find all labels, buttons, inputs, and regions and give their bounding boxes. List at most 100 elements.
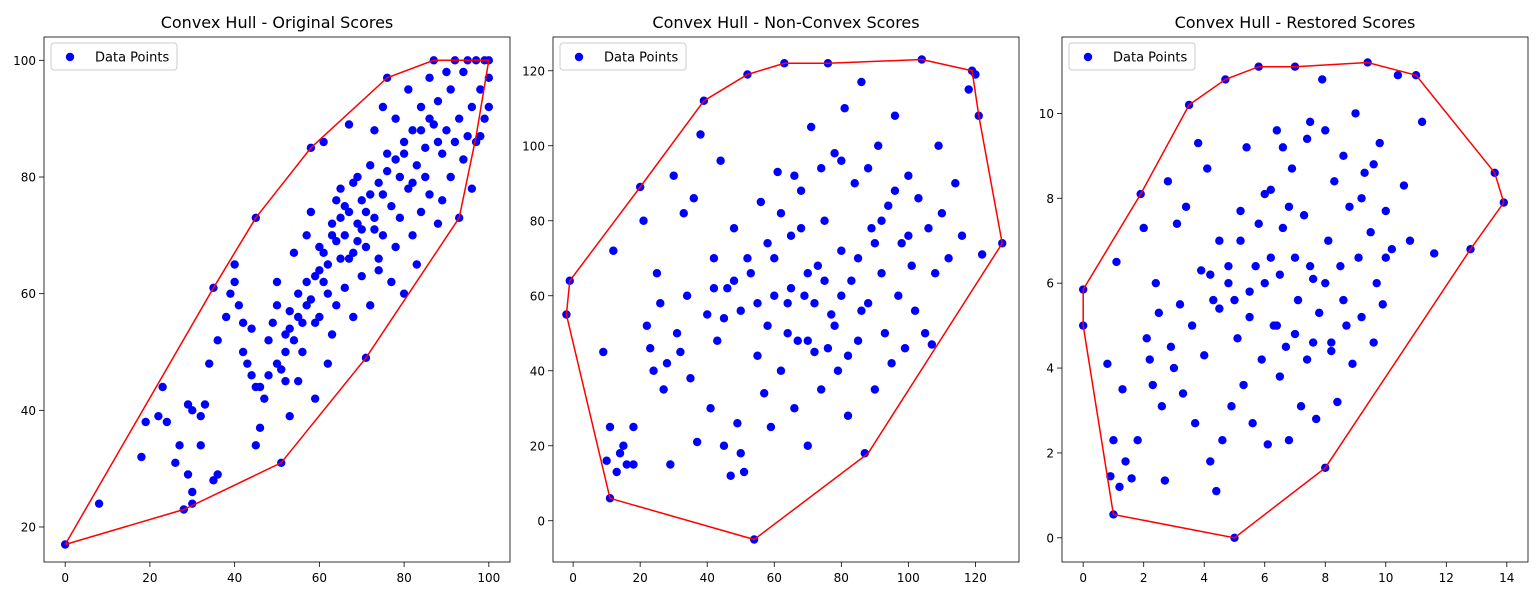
data-point bbox=[281, 376, 290, 386]
data-point bbox=[733, 419, 742, 428]
data-point bbox=[1305, 117, 1315, 127]
data-point bbox=[1193, 138, 1203, 148]
data-point bbox=[1209, 295, 1218, 305]
data-point bbox=[412, 161, 421, 170]
data-point bbox=[323, 359, 333, 368]
data-point bbox=[877, 216, 886, 225]
data-point bbox=[1321, 126, 1330, 135]
data-point bbox=[340, 201, 349, 211]
data-point bbox=[366, 301, 375, 310]
data-point bbox=[914, 194, 923, 203]
y-tick-label: 80 bbox=[21, 171, 36, 185]
data-point bbox=[776, 366, 786, 375]
x-tick-label: 0 bbox=[1079, 571, 1087, 585]
data-point bbox=[615, 449, 625, 458]
data-point bbox=[323, 260, 333, 269]
x-tick-label: 10 bbox=[1378, 571, 1393, 585]
data-point bbox=[890, 111, 900, 120]
data-point bbox=[1299, 211, 1309, 220]
data-point bbox=[361, 207, 371, 217]
data-point bbox=[387, 201, 396, 211]
data-point bbox=[433, 219, 443, 228]
data-point bbox=[272, 301, 282, 310]
data-point bbox=[1172, 219, 1182, 228]
data-point bbox=[408, 126, 417, 135]
x-tick-label: 120 bbox=[964, 571, 987, 585]
data-point bbox=[783, 299, 792, 308]
data-point bbox=[306, 207, 316, 217]
data-point bbox=[803, 441, 812, 450]
data-point bbox=[709, 284, 719, 293]
data-point bbox=[378, 102, 388, 112]
data-point bbox=[196, 441, 205, 450]
data-point bbox=[442, 126, 451, 135]
data-point bbox=[1178, 389, 1188, 398]
data-point bbox=[622, 460, 631, 469]
data-point bbox=[484, 102, 494, 112]
data-point bbox=[890, 186, 900, 195]
legend: Data Points bbox=[559, 42, 687, 71]
data-point bbox=[327, 219, 337, 228]
y-tick-label: 100 bbox=[522, 139, 545, 153]
data-point bbox=[877, 269, 886, 278]
data-point bbox=[1190, 419, 1200, 428]
plot-area bbox=[562, 55, 1007, 544]
data-point bbox=[175, 441, 184, 450]
data-point bbox=[200, 400, 210, 409]
data-point bbox=[332, 196, 341, 205]
x-tick-label: 8 bbox=[1321, 571, 1329, 585]
data-point bbox=[689, 194, 699, 203]
data-point bbox=[332, 301, 341, 310]
data-point bbox=[729, 224, 739, 233]
data-point bbox=[843, 351, 853, 360]
data-point bbox=[344, 207, 354, 217]
data-point bbox=[1369, 160, 1378, 169]
x-tick-label: 80 bbox=[396, 571, 411, 585]
legend-marker bbox=[1083, 52, 1093, 62]
data-point bbox=[1206, 457, 1215, 466]
data-point bbox=[810, 347, 819, 357]
data-point bbox=[790, 171, 799, 180]
data-point bbox=[605, 422, 615, 432]
data-point bbox=[188, 487, 197, 497]
data-point bbox=[756, 197, 766, 207]
data-point bbox=[897, 239, 906, 248]
data-point bbox=[272, 277, 282, 287]
data-point bbox=[1330, 177, 1339, 186]
data-point bbox=[666, 460, 675, 469]
data-point bbox=[277, 365, 286, 374]
data-point bbox=[887, 359, 896, 368]
data-point bbox=[1290, 329, 1300, 339]
data-point bbox=[827, 310, 836, 319]
data-point bbox=[920, 329, 930, 338]
data-point bbox=[763, 321, 772, 330]
data-point bbox=[810, 299, 819, 308]
data-point bbox=[221, 312, 231, 322]
data-point bbox=[676, 347, 685, 357]
data-point bbox=[746, 269, 755, 278]
data-point bbox=[1308, 274, 1318, 284]
data-point bbox=[729, 276, 739, 285]
data-point bbox=[366, 190, 375, 199]
data-point bbox=[1387, 245, 1397, 254]
data-point bbox=[332, 236, 341, 246]
data-point bbox=[327, 231, 337, 240]
data-point bbox=[1333, 397, 1342, 407]
data-point bbox=[357, 271, 366, 281]
data-point bbox=[662, 359, 672, 368]
data-point bbox=[934, 141, 943, 150]
data-point bbox=[391, 242, 400, 252]
data-point bbox=[349, 248, 358, 258]
convex-hull-line bbox=[64, 59, 490, 546]
data-point bbox=[850, 179, 859, 188]
data-point bbox=[349, 178, 358, 188]
data-point bbox=[713, 336, 722, 345]
data-point bbox=[716, 156, 725, 165]
data-point bbox=[382, 149, 392, 158]
data-point bbox=[416, 207, 426, 217]
data-point bbox=[1315, 308, 1324, 318]
data-point bbox=[310, 318, 320, 328]
data-point bbox=[796, 186, 806, 195]
x-tick-label: 2 bbox=[1140, 571, 1148, 585]
data-point bbox=[255, 423, 265, 433]
